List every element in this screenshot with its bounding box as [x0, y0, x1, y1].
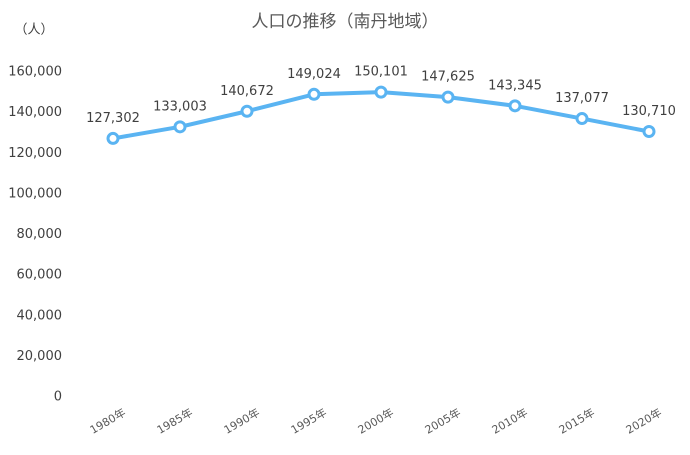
data-label: 127,302 — [86, 111, 140, 126]
y-axis-label: （人） — [14, 23, 53, 38]
data-point — [508, 99, 522, 113]
data-label: 140,672 — [220, 84, 274, 99]
y-tick-label: 40,000 — [17, 308, 63, 323]
y-tick-label: 80,000 — [17, 227, 63, 242]
data-point — [441, 90, 455, 104]
data-label: 137,077 — [555, 91, 609, 106]
data-label: 150,101 — [354, 65, 408, 80]
data-point — [374, 85, 388, 99]
chart-title: 人口の推移（南丹地域） — [252, 12, 439, 32]
y-tick-label: 160,000 — [8, 65, 62, 80]
y-tick-label: 140,000 — [8, 105, 62, 120]
data-point — [642, 124, 656, 138]
data-label: 133,003 — [153, 99, 207, 114]
data-label: 147,625 — [421, 70, 475, 85]
data-label: 149,024 — [287, 67, 341, 82]
data-label: 130,710 — [622, 104, 676, 119]
y-tick-label: 0 — [54, 390, 62, 405]
y-tick-label: 20,000 — [17, 349, 63, 364]
y-tick-label: 60,000 — [17, 268, 63, 283]
data-label: 143,345 — [488, 78, 542, 93]
data-point — [307, 87, 321, 101]
y-tick-label: 120,000 — [8, 146, 62, 161]
data-point — [240, 104, 254, 118]
data-point — [173, 120, 187, 134]
data-point — [106, 131, 120, 145]
y-tick-label: 100,000 — [8, 186, 62, 201]
data-point — [575, 112, 589, 126]
